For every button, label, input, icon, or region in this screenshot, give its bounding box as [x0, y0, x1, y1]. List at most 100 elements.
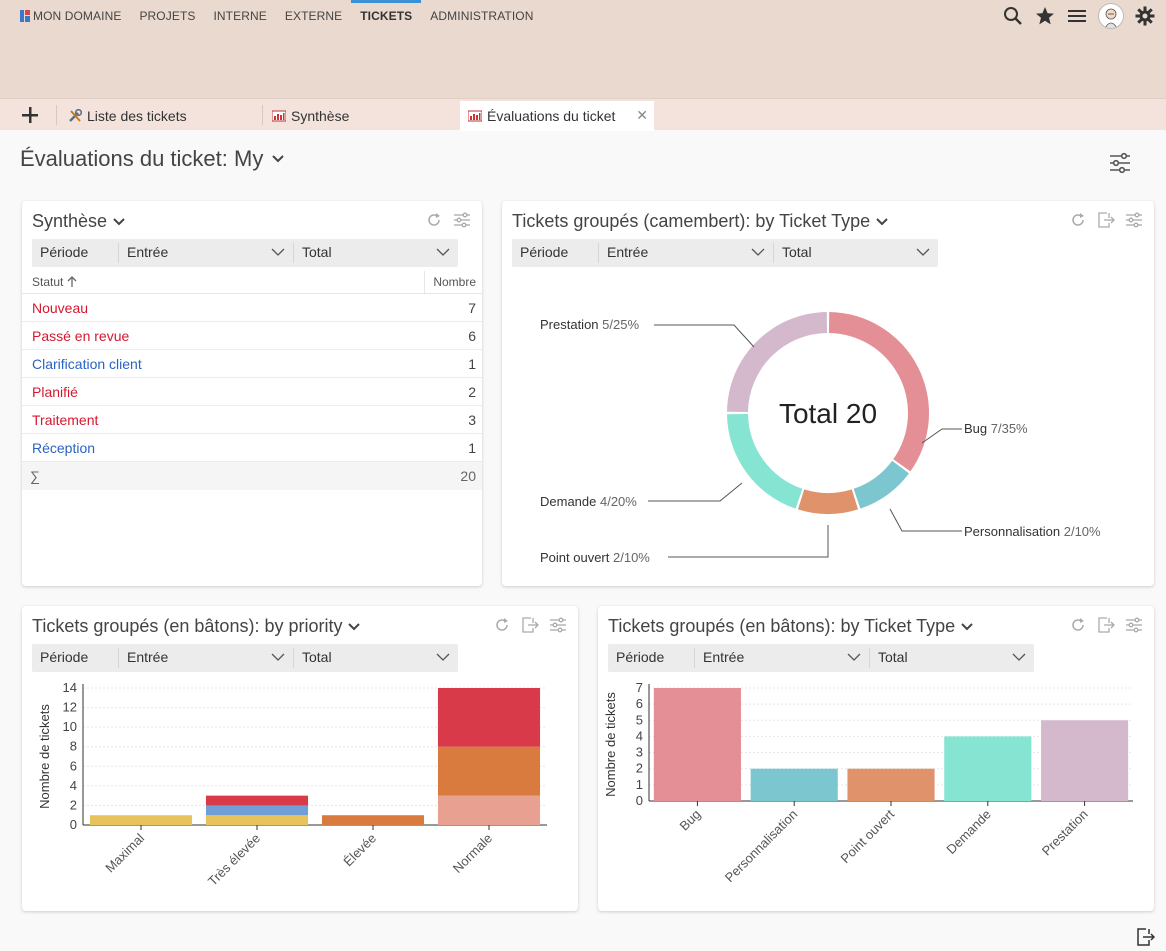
nav-tickets[interactable]: TICKETS [351, 0, 422, 32]
chevron-down-icon [1012, 653, 1026, 661]
total-select[interactable]: Total [774, 239, 938, 267]
add-tab-button[interactable] [10, 101, 50, 129]
nav-projets[interactable]: PROJETS [139, 9, 196, 23]
tools-icon [68, 109, 82, 123]
filter-bar: Période Entrée Total [608, 644, 1034, 672]
total-select[interactable]: Total [294, 239, 458, 267]
status-link[interactable]: Nouveau [32, 300, 89, 316]
nav-mon-domaine[interactable]: MON DOMAINE [20, 0, 130, 32]
y-tick-label: 6 [70, 758, 77, 773]
bar [750, 768, 838, 801]
y-tick-label: 2 [70, 797, 77, 812]
y-tick-label: 14 [63, 680, 77, 695]
bar [1041, 720, 1129, 801]
bar [944, 736, 1032, 801]
panel-title-dropdown[interactable]: Tickets groupés (en bâtons): by priority [32, 616, 361, 637]
status-count: 6 [468, 328, 476, 344]
tab-divider [56, 105, 57, 125]
menu-icon[interactable] [1066, 5, 1088, 27]
sliders-icon[interactable] [453, 211, 471, 229]
nav-interne[interactable]: INTERNE [213, 9, 267, 23]
refresh-icon[interactable] [1069, 616, 1087, 634]
entree-select[interactable]: Entrée [119, 644, 293, 672]
divider [694, 648, 695, 668]
star-icon[interactable] [1034, 5, 1056, 27]
status-count: 1 [468, 356, 476, 372]
tab-synthese[interactable]: Synthèse [264, 101, 459, 131]
panel-title: Tickets groupés (en bâtons): by priority [32, 616, 343, 636]
panel-title: Synthèse [32, 211, 108, 231]
pie-leader-line [668, 525, 829, 558]
periode-label: Période [520, 244, 569, 260]
divider [598, 243, 599, 263]
y-axis-label: Nombre de tickets [37, 704, 52, 809]
tab-label: Évaluations du ticket [487, 108, 616, 124]
y-tick-label: 6 [636, 696, 643, 711]
top-icons [1002, 3, 1156, 29]
chart-icon [468, 110, 482, 122]
divider [293, 243, 294, 263]
pie-slice-label: Prestation 5/25% [540, 317, 639, 332]
panel-title-dropdown[interactable]: Synthèse [32, 211, 125, 232]
panel-title-dropdown[interactable]: Tickets groupés (camembert): by Ticket T… [512, 211, 888, 232]
divider [118, 243, 119, 263]
status-link[interactable]: Clarification client [32, 356, 142, 372]
export-icon[interactable] [521, 616, 539, 634]
nav-externe[interactable]: EXTERNE [284, 9, 343, 23]
tab-liste-des-tickets[interactable]: Liste des tickets [60, 101, 260, 131]
bar-chart-priority: 0 2 4 6 8 10 12 14 Nombre de tickets Maximal Très … [37, 680, 547, 889]
sort-arrow-up-icon [67, 276, 77, 287]
filter-bar: Période Entrée Total [512, 239, 938, 267]
select-value: Entrée [127, 649, 169, 665]
total-select[interactable]: Total [294, 644, 458, 672]
refresh-icon[interactable] [1069, 211, 1087, 229]
bar-segment [89, 815, 193, 825]
entree-select[interactable]: Entrée [695, 644, 869, 672]
table-row: Planifié 2 [22, 378, 482, 406]
tab-evaluations-du-ticket[interactable]: Évaluations du ticket ✕ [460, 101, 654, 131]
x-tick-label: Normale [450, 831, 495, 876]
divider [293, 648, 294, 668]
refresh-icon[interactable] [425, 211, 443, 229]
bar-segment [437, 746, 541, 796]
periode-label: Période [40, 649, 89, 665]
sliders-icon[interactable] [549, 616, 567, 634]
pie-chart-panel: Tickets groupés (camembert): by Ticket T… [502, 201, 1154, 586]
status-link[interactable]: Traitement [32, 412, 99, 428]
chevron-down-icon [916, 248, 930, 256]
export-icon[interactable] [1135, 927, 1156, 947]
export-icon[interactable] [1097, 616, 1115, 634]
y-tick-label: 8 [70, 739, 77, 754]
sliders-icon[interactable] [1125, 616, 1143, 634]
refresh-icon[interactable] [493, 616, 511, 634]
status-column-header[interactable]: Statut [32, 275, 77, 289]
chevron-down-icon [348, 622, 361, 630]
pie-leader-line [889, 508, 962, 532]
status-link[interactable]: Planifié [32, 384, 78, 400]
close-icon[interactable]: ✕ [636, 107, 648, 123]
total-select[interactable]: Total [870, 644, 1034, 672]
tab-label: Synthèse [291, 108, 350, 124]
entree-select[interactable]: Entrée [599, 239, 773, 267]
entree-select[interactable]: Entrée [119, 239, 293, 267]
divider [424, 271, 425, 294]
nav-administration[interactable]: ADMINISTRATION [430, 9, 534, 23]
export-icon[interactable] [1097, 211, 1115, 229]
chevron-down-icon [847, 653, 861, 661]
domain-icon [20, 10, 30, 22]
gear-icon[interactable] [1134, 5, 1156, 27]
status-count: 7 [468, 300, 476, 316]
page-title-dropdown[interactable]: Évaluations du ticket: My [20, 146, 285, 172]
bar-segment [205, 805, 309, 816]
sliders-icon[interactable] [1125, 211, 1143, 229]
sliders-icon[interactable] [1108, 151, 1132, 175]
panel-title-dropdown[interactable]: Tickets groupés (en bâtons): by Ticket T… [608, 616, 973, 637]
search-icon[interactable] [1002, 5, 1024, 27]
table-row: Réception 1 [22, 434, 482, 462]
main-nav: MON DOMAINE PROJETS INTERNE EXTERNE TICK… [20, 0, 542, 32]
nav-label: MON DOMAINE [33, 9, 122, 23]
status-link[interactable]: Passé en revue [32, 328, 130, 344]
count-column-header[interactable]: Nombre [433, 275, 476, 289]
status-link[interactable]: Réception [32, 440, 96, 456]
avatar[interactable] [1098, 3, 1124, 29]
